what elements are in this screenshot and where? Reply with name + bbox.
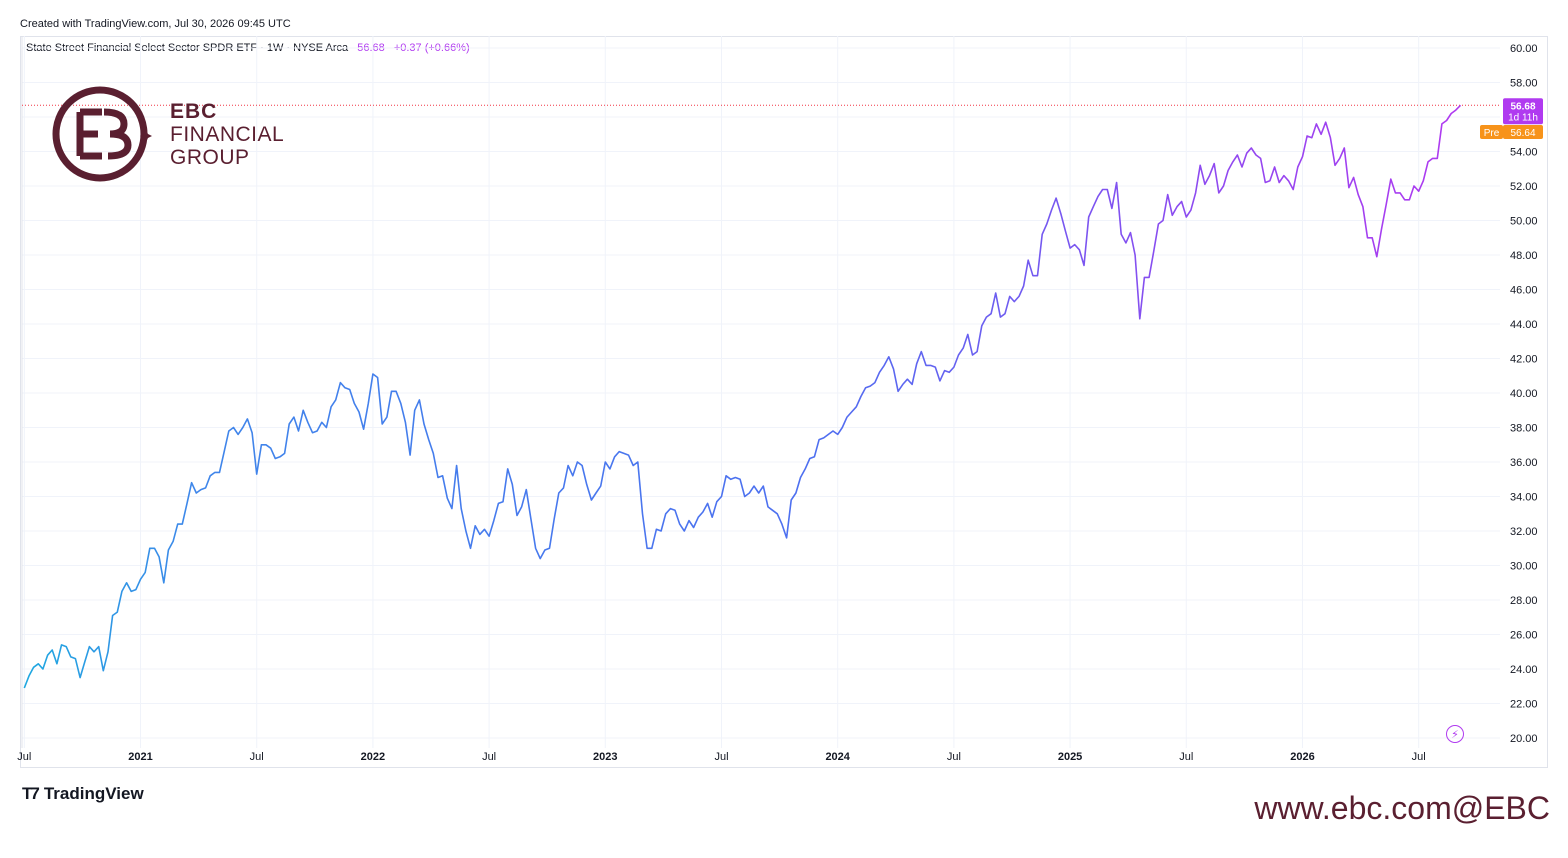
- y-tick-label: 34.00: [1510, 492, 1538, 504]
- x-tick-label: Jul: [17, 751, 31, 763]
- ebc-logo-mark: [52, 86, 152, 182]
- y-tick-label: 24.00: [1510, 664, 1538, 676]
- y-tick-label: 46.00: [1510, 285, 1538, 297]
- last-price-tag-label: 56.68: [1510, 101, 1535, 112]
- y-tick-label: 52.00: [1510, 181, 1538, 193]
- x-tick-label: 2025: [1058, 751, 1082, 763]
- y-tick-label: 32.00: [1510, 526, 1538, 538]
- logo-line-1: EBC: [170, 100, 218, 123]
- x-axis: Jul 2021 Jul 2022 Jul 2023 Jul 2024 Jul 2025 Jul 20…: [17, 751, 1425, 763]
- pre-price-tag-label: 56.64: [1510, 128, 1535, 139]
- x-tick-label: Jul: [947, 751, 961, 763]
- price-series-line: [23, 104, 1462, 689]
- countdown-label: 1d 11h: [1508, 112, 1538, 123]
- y-tick-label: 60.00: [1510, 43, 1538, 55]
- y-tick-label: 38.00: [1510, 423, 1538, 435]
- last-price-tag: [1503, 98, 1543, 125]
- x-tick-label: Jul: [714, 751, 728, 763]
- x-tick-label: 2024: [825, 751, 850, 763]
- y-tick-label: 48.00: [1510, 250, 1538, 262]
- y-tick-label: 30.00: [1510, 561, 1538, 573]
- y-axis: 20.00 22.00 24.00 26.00 28.00 30.00 32.00 34.00…: [1510, 43, 1538, 745]
- logo-line-2: FINANCIAL: [170, 123, 285, 146]
- pre-price-tag: [1503, 124, 1543, 139]
- y-tick-label: 54.00: [1510, 147, 1538, 159]
- tradingview-brand: T7 TradingView: [22, 784, 144, 804]
- x-tick-label: Jul: [482, 751, 496, 763]
- x-tick-label: Jul: [250, 751, 264, 763]
- y-tick-label: 36.00: [1510, 457, 1538, 469]
- y-tick-label: 50.00: [1510, 216, 1538, 228]
- x-tick-label: 2021: [128, 751, 152, 763]
- y-tick-label: 44.00: [1510, 319, 1538, 331]
- y-tick-label: 40.00: [1510, 388, 1538, 400]
- x-tick-label: Jul: [1179, 751, 1193, 763]
- grid-lines: [21, 36, 1500, 748]
- ebc-logo-text: EBC FINANCIAL GROUP: [170, 100, 284, 169]
- y-tick-label: 58.00: [1510, 78, 1538, 90]
- tradingview-brand-label: TradingView: [43, 784, 144, 803]
- y-tick-label: 26.00: [1510, 630, 1538, 642]
- chart-frame: [20, 36, 1548, 768]
- x-tick-label: 2026: [1290, 751, 1314, 763]
- y-tick-label: 22.00: [1510, 699, 1538, 711]
- pre-market-badge-label: Pre: [1484, 128, 1500, 139]
- website-watermark: www.ebc.com@EBC: [1254, 790, 1550, 826]
- x-tick-label: 2022: [361, 751, 385, 763]
- lightning-icon[interactable]: ⚡: [1446, 725, 1464, 743]
- y-tick-label: 28.00: [1510, 595, 1538, 607]
- y-tick-label: 20.00: [1510, 733, 1538, 745]
- tradingview-logo-icon: T7: [22, 784, 40, 803]
- y-tick-label: 42.00: [1510, 354, 1538, 366]
- x-tick-label: 2023: [593, 751, 617, 763]
- logo-line-3: GROUP: [170, 146, 250, 169]
- pre-market-badge: [1480, 124, 1503, 139]
- x-tick-label: Jul: [1412, 751, 1426, 763]
- created-caption: Created with TradingView.com, Jul 30, 20…: [20, 18, 291, 30]
